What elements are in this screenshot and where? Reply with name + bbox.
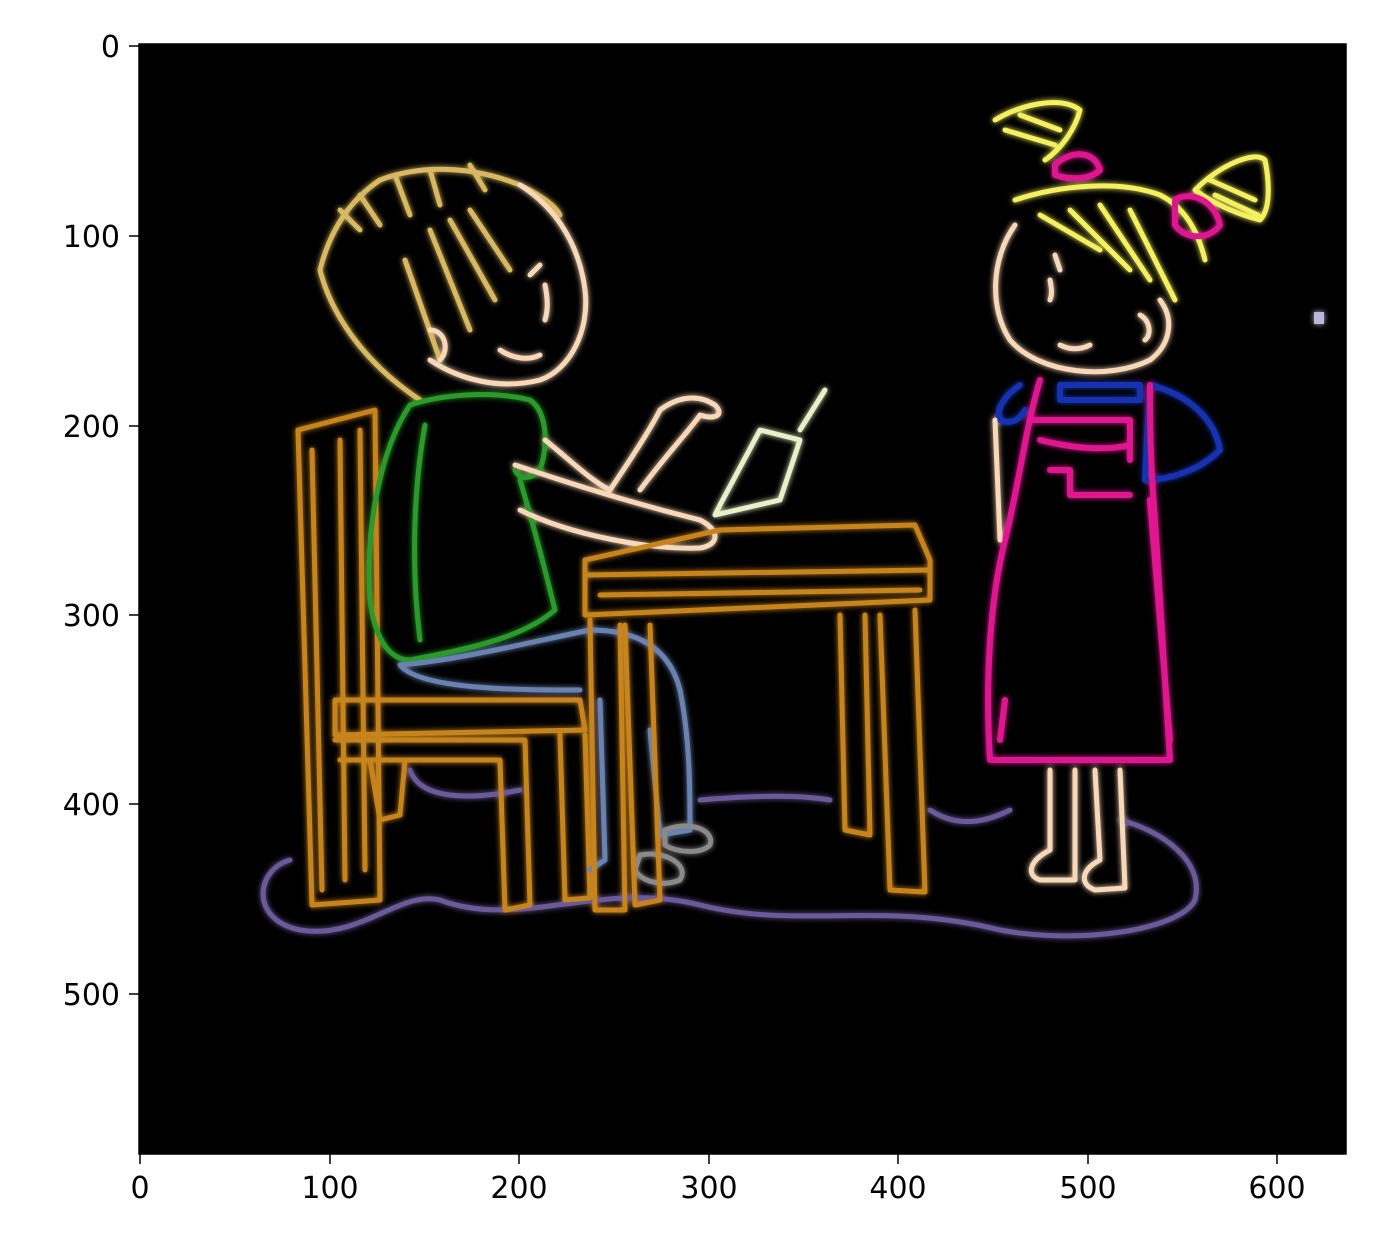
y-axis xyxy=(129,45,139,995)
boy-shirt xyxy=(366,392,558,663)
girl-face xyxy=(993,222,1172,375)
desk xyxy=(582,522,933,913)
girl-legs xyxy=(992,417,1128,893)
girl-bows xyxy=(1052,151,1223,240)
y-tick-label: 0 xyxy=(101,30,120,65)
boy xyxy=(317,162,828,886)
girl xyxy=(985,100,1271,893)
y-tick-label: 300 xyxy=(63,599,120,634)
y-tick-label: 500 xyxy=(63,978,120,1013)
illustration xyxy=(260,100,1324,939)
plot-background xyxy=(139,44,1346,1154)
boy-arms xyxy=(512,395,722,551)
speck xyxy=(1314,312,1324,324)
girl-dress xyxy=(985,377,1173,763)
x-tick-label: 0 xyxy=(130,1171,149,1206)
x-tick-label: 600 xyxy=(1248,1171,1305,1206)
chair xyxy=(295,407,593,913)
boy-face xyxy=(427,182,589,387)
girl-sleeves xyxy=(995,382,1223,483)
ground-outline xyxy=(260,767,1199,939)
paper xyxy=(712,387,828,518)
x-tick-label: 400 xyxy=(869,1171,926,1206)
x-tick-label: 300 xyxy=(680,1171,737,1206)
axes-frame xyxy=(138,43,1347,1155)
y-tick-label: 400 xyxy=(63,788,120,823)
x-tick-label: 100 xyxy=(301,1171,358,1206)
x-tick-label: 200 xyxy=(490,1171,547,1206)
x-axis xyxy=(139,1154,1278,1164)
girl-hair xyxy=(992,100,1271,303)
boy-hair xyxy=(317,162,563,403)
x-tick-label: 500 xyxy=(1059,1171,1116,1206)
y-tick-label: 100 xyxy=(63,220,120,255)
y-tick-label: 200 xyxy=(63,410,120,445)
boy-shoes xyxy=(632,823,714,886)
